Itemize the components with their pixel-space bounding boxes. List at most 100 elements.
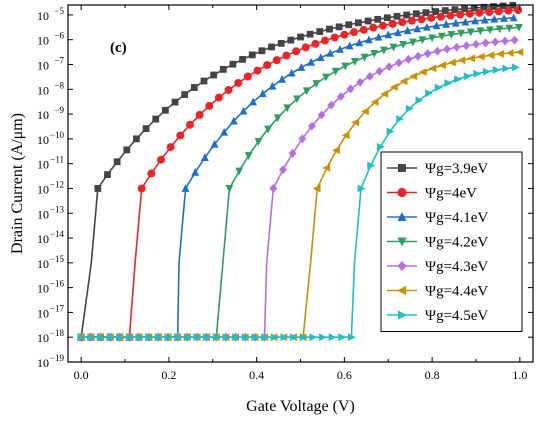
data-point: [432, 21, 441, 30]
data-point: [154, 333, 163, 342]
data-point: [438, 61, 447, 70]
y-tick-label: 10: [37, 257, 49, 271]
data-point: [214, 93, 223, 102]
data-point: [190, 84, 198, 91]
data-point: [185, 120, 194, 129]
data-point: [388, 19, 397, 28]
data-point: [254, 138, 263, 146]
y-tick-label: 10: [37, 182, 49, 196]
data-point: [288, 148, 297, 158]
data-point: [393, 12, 401, 20]
data-point: [434, 83, 443, 92]
series-7: [77, 63, 520, 342]
data-point: [367, 161, 376, 170]
legend-label: Ψg=4.2eV: [425, 235, 488, 251]
data-point: [502, 64, 511, 73]
data-point: [338, 333, 347, 342]
data-point: [505, 24, 514, 33]
y-tick-label: 10: [37, 59, 49, 73]
x-tick-label: 0.8: [425, 368, 440, 382]
data-point: [404, 54, 413, 64]
y-tick-exponent: −16: [50, 279, 65, 289]
data-point: [457, 56, 466, 65]
data-point: [311, 39, 320, 48]
data-point: [142, 125, 150, 132]
data-point: [505, 49, 514, 57]
legend-marker: [397, 286, 406, 295]
data-point: [378, 21, 387, 30]
data-point: [261, 333, 269, 342]
data-point: [152, 115, 160, 123]
data-point: [370, 50, 379, 58]
data-point: [330, 33, 339, 42]
data-point: [486, 26, 494, 35]
data-point: [365, 35, 373, 44]
data-point: [415, 96, 424, 105]
y-tick-label: 10: [37, 232, 49, 246]
data-point: [219, 65, 227, 73]
data-point: [273, 114, 282, 123]
data-point: [355, 38, 364, 47]
y-tick-label: 10: [37, 356, 49, 370]
data-point: [200, 77, 208, 85]
data-point: [322, 163, 331, 172]
data-point: [380, 90, 389, 98]
data-point: [307, 57, 315, 66]
data-point: [457, 29, 465, 38]
data-point: [356, 77, 365, 87]
series-line: [80, 4, 513, 338]
data-point: [389, 43, 398, 52]
data-point: [365, 72, 374, 81]
data-point: [340, 30, 349, 39]
data-point: [157, 155, 165, 164]
legend-entry: Ψg=4eV: [387, 186, 477, 202]
data-point: [480, 15, 489, 24]
data-point: [461, 17, 470, 26]
legend: Ψg=3.9eV Ψg=4eV Ψg=4.1eV Ψg=4.2eV Ψg=4.3eV Ψg…: [380, 151, 523, 332]
data-point: [293, 95, 301, 104]
y-tick-exponent: −10: [50, 130, 65, 140]
data-point: [229, 116, 238, 125]
data-point: [264, 125, 272, 134]
data-point: [308, 121, 316, 131]
data-point: [376, 142, 385, 151]
data-point: [355, 19, 362, 27]
legend-marker: [398, 310, 407, 320]
data-point: [145, 333, 154, 342]
data-point: [481, 38, 490, 48]
data-point: [268, 81, 277, 90]
data-point: [357, 184, 366, 193]
data-point: [137, 184, 146, 193]
data-point: [422, 9, 430, 17]
data-point: [346, 84, 355, 94]
data-point: [369, 23, 378, 32]
y-tick-exponent: −12: [50, 179, 64, 189]
data-point: [278, 74, 286, 83]
data-point: [225, 185, 234, 193]
data-point: [243, 72, 252, 81]
data-point: [486, 51, 495, 60]
data-point: [480, 3, 488, 11]
data-point: [422, 22, 431, 31]
data-point: [407, 16, 416, 25]
data-point: [251, 333, 260, 342]
data-point: [470, 4, 478, 12]
data-point: [326, 48, 335, 57]
legend-marker: [397, 187, 407, 198]
x-tick-label: 0.0: [74, 368, 89, 382]
data-point: [501, 36, 509, 46]
data-point: [514, 6, 523, 15]
data-point: [235, 167, 243, 176]
data-point: [433, 46, 442, 56]
data-point: [312, 80, 321, 88]
data-point: [465, 9, 474, 18]
data-point: [123, 146, 131, 154]
data-point: [133, 135, 140, 143]
y-tick-label: 10: [37, 133, 49, 147]
y-axis-title: Drain Current (A/μm): [9, 113, 26, 254]
y-tick-exponent: −11: [50, 155, 64, 165]
legend-label: Ψg=4.3eV: [425, 259, 488, 275]
data-point: [181, 184, 190, 192]
y-tick-exponent: −18: [50, 328, 65, 338]
data-point: [147, 169, 156, 178]
